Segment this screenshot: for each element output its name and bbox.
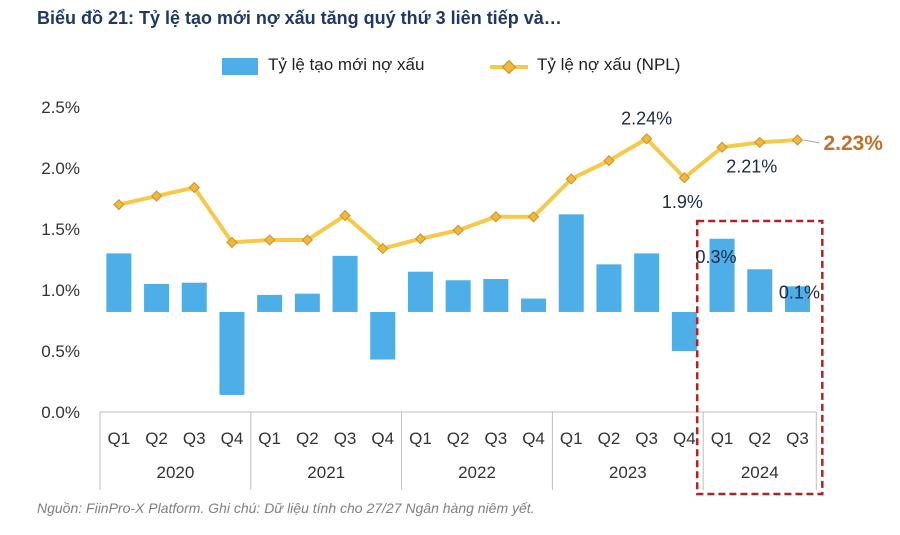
npl-point <box>263 234 276 246</box>
bar <box>784 286 810 312</box>
x-tick-label: Q1 <box>108 429 131 448</box>
x-tick-label: Q1 <box>409 429 432 448</box>
x-group-label: 2024 <box>741 463 779 482</box>
legend-bar-label: Tỷ lệ tạo mới nợ xấu <box>268 55 425 74</box>
npl-point <box>150 190 163 202</box>
bar <box>181 282 207 312</box>
npl-point <box>490 211 502 223</box>
y-tick-label: 2.5% <box>41 98 80 117</box>
y-tick-label: 1.5% <box>41 220 80 239</box>
x-tick-label: Q3 <box>635 429 658 448</box>
y-tick-label: 0.0% <box>41 403 80 422</box>
x-tick-label: Q2 <box>296 429 319 448</box>
data-label: 0.1% <box>779 282 820 302</box>
npl-point <box>640 133 653 145</box>
data-label: 2.21% <box>726 156 777 176</box>
npl-point <box>603 155 615 167</box>
bar <box>257 294 283 312</box>
legend-line-label: Tỷ lệ nợ xấu (NPL) <box>537 55 681 74</box>
chart-title: Biểu đồ 21: Tỷ lệ tạo mới nợ xấu tăng qu… <box>37 8 562 28</box>
bar <box>332 255 358 312</box>
bar <box>671 311 697 351</box>
bar <box>106 253 132 312</box>
bar <box>144 283 170 312</box>
x-group-label: 2020 <box>156 463 194 482</box>
npl-point <box>188 181 200 194</box>
npl-point <box>301 234 314 246</box>
source-note: Nguồn: FiinPro-X Platform. Ghi chú: Dữ l… <box>37 500 535 516</box>
x-tick-label: Q2 <box>598 429 621 448</box>
x-group-label: 2022 <box>458 463 496 482</box>
bar <box>521 298 547 312</box>
x-tick-label: Q3 <box>786 429 809 448</box>
npl-point <box>339 209 351 222</box>
bar <box>294 293 320 312</box>
y-tick-label: 2.0% <box>41 159 80 178</box>
bar <box>558 214 584 312</box>
bar <box>596 264 622 312</box>
data-label: 2.24% <box>621 109 672 129</box>
npl-point <box>678 172 691 184</box>
x-tick-label: Q1 <box>258 429 281 448</box>
x-group-label: 2021 <box>307 463 345 482</box>
data-label: 0.3% <box>696 247 737 267</box>
x-tick-label: Q1 <box>711 429 734 448</box>
x-tick-label: Q3 <box>334 429 357 448</box>
bar <box>370 311 396 360</box>
bar <box>483 279 509 312</box>
x-tick-label: Q4 <box>221 429 244 448</box>
npl-point <box>527 211 540 223</box>
x-group-label: 2023 <box>609 463 647 482</box>
bar <box>219 311 245 395</box>
npl-point <box>377 242 389 255</box>
npl-point <box>716 141 728 153</box>
npl-point <box>452 224 464 236</box>
data-label-last: 2.23% <box>823 132 883 155</box>
data-label: 1.9% <box>662 192 703 212</box>
x-tick-label: Q2 <box>748 429 771 448</box>
npl-point <box>791 134 804 146</box>
bar <box>634 253 660 312</box>
x-tick-label: Q2 <box>447 429 470 448</box>
bar <box>407 271 433 312</box>
npl-point <box>565 173 577 185</box>
y-tick-label: 1.0% <box>41 281 80 300</box>
x-tick-label: Q4 <box>371 429 394 448</box>
npl-point <box>226 236 238 249</box>
legend-bar-swatch <box>222 58 258 75</box>
x-tick-label: Q1 <box>560 429 583 448</box>
npl-point <box>113 198 125 211</box>
legend: Tỷ lệ tạo mới nợ xấu Tỷ lệ nợ xấu (NPL) <box>0 55 900 85</box>
x-tick-label: Q3 <box>485 429 508 448</box>
bar <box>445 280 471 312</box>
x-tick-label: Q2 <box>145 429 168 448</box>
x-tick-label: Q4 <box>522 429 545 448</box>
y-tick-label: 0.5% <box>41 342 80 361</box>
bar <box>747 269 773 312</box>
x-tick-label: Q4 <box>673 429 696 448</box>
npl-point <box>754 136 766 149</box>
npl-point <box>414 233 427 245</box>
callout-leader <box>803 139 820 144</box>
bar <box>709 238 735 312</box>
x-tick-label: Q3 <box>183 429 206 448</box>
